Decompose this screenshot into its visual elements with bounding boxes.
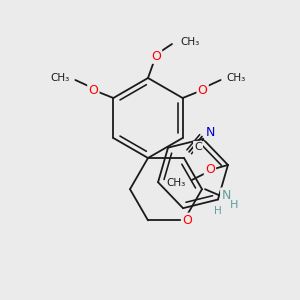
Text: H: H	[214, 206, 222, 216]
Text: O: O	[198, 83, 208, 97]
Text: O: O	[88, 83, 98, 97]
Text: C: C	[194, 142, 202, 152]
Text: O: O	[151, 50, 161, 62]
Text: H: H	[230, 200, 238, 210]
Text: CH₃: CH₃	[226, 73, 246, 83]
Text: N: N	[221, 189, 231, 202]
Text: CH₃: CH₃	[167, 178, 186, 188]
Text: CH₃: CH₃	[180, 37, 199, 47]
Text: N: N	[205, 126, 215, 139]
Text: O: O	[182, 214, 192, 227]
Text: CH₃: CH₃	[50, 73, 69, 83]
Text: O: O	[205, 164, 215, 176]
